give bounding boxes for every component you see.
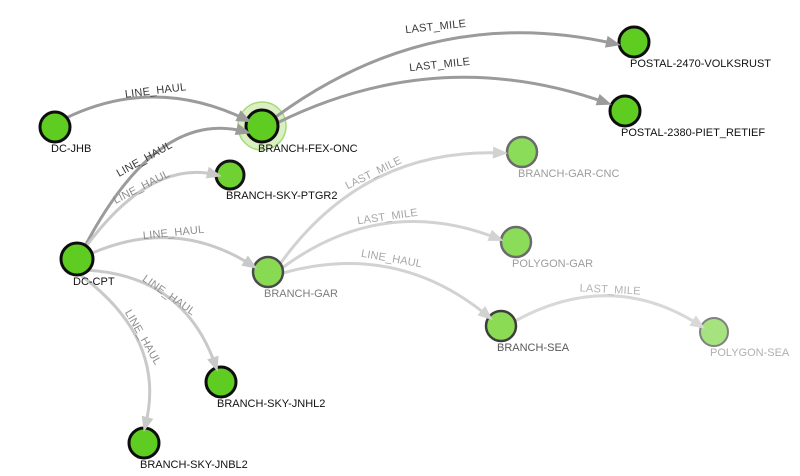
edge-dc-cpt-to-branch-sky-ptgr2[interactable] [80, 170, 219, 254]
edge-label: LAST_MILE [409, 56, 471, 74]
node-label-polygon-sea: POLYGON-SEA [710, 347, 790, 359]
node-label-postal-2470-volksrust: POSTAL-2470-VOLKSRUST [630, 58, 771, 70]
edge-dc-cpt-to-branch-gar[interactable] [88, 236, 255, 268]
layer-nodes [38, 25, 729, 460]
edge-label: LAST_MILE [579, 282, 641, 297]
node-branch-gar[interactable] [251, 255, 285, 289]
node-polygon-sea[interactable] [699, 317, 729, 347]
node-label-polygon-gar: POLYGON-GAR [512, 258, 593, 270]
node-label-dc-jhb: DC-JHB [51, 143, 91, 155]
node-branch-fex-onc[interactable] [244, 108, 280, 144]
arrowhead-icon [477, 305, 493, 321]
edge-label: LINE_HAUL [140, 273, 197, 318]
node-branch-sea[interactable] [484, 309, 518, 343]
edge-branch-gar-to-polygon-gar[interactable] [280, 220, 501, 270]
edge-branch-gar-to-branch-gar-cnc[interactable] [278, 151, 505, 266]
edge-label: LAST_MILE [405, 18, 467, 36]
arrowhead-icon [235, 110, 252, 123]
node-label-branch-sky-ptgr2: BRANCH-SKY-PTGR2 [226, 190, 337, 202]
node-postal-2470-volksrust[interactable] [617, 25, 651, 59]
layer-edges [64, 31, 703, 429]
node-label-branch-sea: BRANCH-SEA [497, 342, 570, 354]
arrowhead-icon [205, 166, 222, 179]
edge-dc-cpt-to-branch-sky-jnbl2[interactable] [77, 272, 152, 429]
edge-dc-cpt-to-branch-fex-onc[interactable] [82, 126, 248, 250]
edge-label: LINE_HAUL [122, 308, 163, 367]
node-dc-jhb[interactable] [38, 110, 72, 144]
arrowhead-icon [492, 146, 508, 159]
edge-branch-fex-onc-to-postal-2470-volksrust[interactable] [275, 31, 618, 118]
node-branch-sky-jnhl2[interactable] [204, 365, 238, 399]
arrowhead-icon [241, 255, 258, 269]
node-label-branch-sky-jnhl2: BRANCH-SKY-JNHL2 [217, 398, 325, 410]
arrowhead-icon [141, 415, 154, 432]
layer-arrows [141, 35, 706, 432]
edge-dc-jhb-to-branch-fex-onc[interactable] [64, 95, 249, 122]
arrowhead-icon [487, 229, 504, 241]
node-label-dc-cpt: DC-CPT [73, 276, 115, 288]
node-branch-sky-jnbl2[interactable] [127, 426, 161, 460]
node-branch-sky-ptgr2[interactable] [214, 159, 246, 191]
node-label-postal-2380-piet_retief: POSTAL-2380-PIET_RETIEF [621, 127, 765, 139]
edge-branch-sea-to-polygon-sea[interactable] [513, 294, 703, 328]
node-label-branch-fex-onc: BRANCH-FEX-ONC [258, 143, 358, 155]
node-dc-cpt[interactable] [59, 241, 95, 277]
arrowhead-icon [689, 315, 706, 329]
arrowhead-icon [604, 35, 621, 48]
arrowhead-icon [207, 355, 219, 372]
arrowhead-icon [595, 93, 612, 106]
edge-branch-fex-onc-to-postal-2380-piet_retief[interactable] [275, 75, 609, 125]
edge-dc-cpt-to-branch-sky-jnhl2[interactable] [83, 268, 218, 369]
arrowhead-icon [234, 123, 251, 136]
edge-branch-gar-to-branch-sea[interactable] [281, 262, 491, 319]
node-label-branch-gar-cnc: BRANCH-GAR-CNC [518, 168, 620, 180]
node-polygon-gar[interactable] [499, 225, 533, 259]
node-label-branch-sky-jnbl2: BRANCH-SKY-JNBL2 [140, 459, 248, 471]
edge-label: LAST_MILE [344, 155, 404, 193]
node-postal-2380-piet_retief[interactable] [608, 94, 642, 128]
node-label-branch-gar: BRANCH-GAR [264, 288, 338, 300]
node-branch-gar-cnc[interactable] [505, 135, 539, 169]
layer-labels: LINE_HAULLINE_HAULLAST_MILELAST_MILELINE… [51, 18, 790, 471]
